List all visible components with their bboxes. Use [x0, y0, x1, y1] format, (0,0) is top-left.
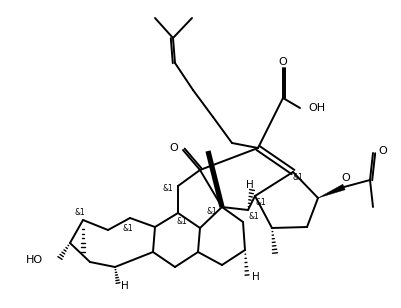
Text: &1: &1 — [255, 197, 266, 206]
Text: HO: HO — [26, 255, 43, 265]
Text: &1: &1 — [176, 217, 187, 225]
Text: O: O — [377, 146, 386, 156]
Text: O: O — [341, 173, 350, 183]
Text: O: O — [169, 143, 178, 153]
Text: &1: &1 — [162, 184, 173, 192]
Text: &1: &1 — [75, 208, 85, 217]
Text: H: H — [121, 281, 128, 291]
Text: OH: OH — [307, 103, 324, 113]
Text: H: H — [251, 272, 259, 282]
Polygon shape — [317, 184, 344, 198]
Text: &1: &1 — [122, 224, 133, 233]
Text: &1: &1 — [292, 172, 303, 181]
Text: O: O — [278, 57, 287, 67]
Text: &1: &1 — [248, 212, 259, 221]
Text: &1: &1 — [206, 206, 217, 216]
Text: H: H — [245, 180, 253, 190]
